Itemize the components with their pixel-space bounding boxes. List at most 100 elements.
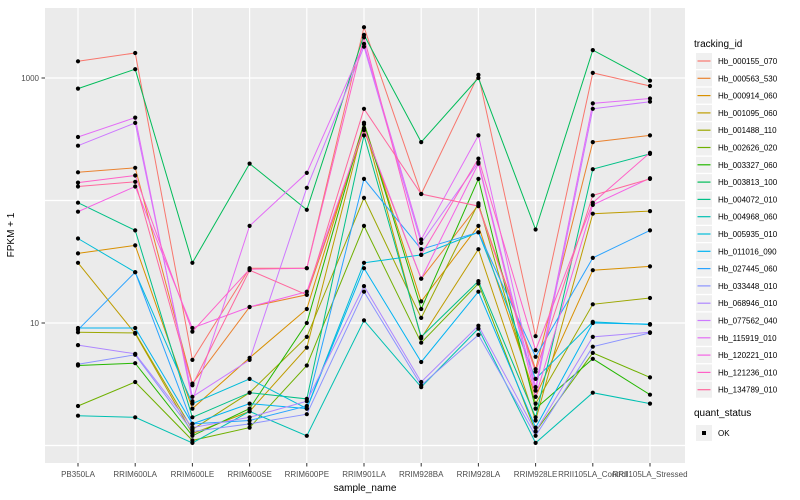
point-Hb_077562_040 (590, 106, 595, 111)
x-tick-label: RRIM928LA (457, 470, 501, 479)
point-Hb_121236_010 (647, 150, 653, 155)
point-Hb_011016_090 (361, 266, 367, 271)
point-Hb_000155_070 (190, 357, 195, 362)
legend-label-Hb_000914_060: Hb_000914_060 (718, 92, 778, 101)
point-Hb_115919_010 (419, 237, 424, 242)
x-tick-label: RRIM600LE (171, 470, 215, 479)
legend-label-Hb_001488_110: Hb_001488_110 (718, 126, 777, 135)
point-Hb_002626_020 (304, 363, 309, 368)
point-Hb_027445_060 (476, 230, 481, 235)
point-Hb_000155_070 (75, 59, 81, 64)
point-Hb_001488_110 (419, 315, 424, 320)
point-Hb_115919_010 (133, 115, 138, 120)
point-Hb_121236_010 (419, 252, 424, 257)
point-Hb_027445_060 (647, 228, 653, 233)
point-Hb_003813_100 (590, 48, 595, 53)
point-Hb_027445_060 (419, 247, 424, 252)
point-Hb_120221_010 (476, 161, 481, 166)
point-Hb_068946_010 (419, 379, 424, 385)
point-Hb_004072_010 (476, 279, 481, 284)
point-Hb_000563_530 (133, 165, 138, 170)
point-Hb_068946_010 (647, 330, 653, 335)
point-Hb_001095_060 (476, 247, 481, 252)
point-Hb_115919_010 (590, 101, 595, 106)
point-Hb_134789_010 (590, 193, 595, 198)
point-Hb_002626_020 (590, 350, 595, 355)
y-tick-label: 1000 (21, 74, 39, 83)
axis-ticks (41, 77, 651, 467)
point-Hb_134789_010 (476, 204, 481, 209)
point-Hb_011016_090 (533, 425, 538, 430)
point-Hb_120221_010 (304, 289, 309, 294)
point-Hb_004072_010 (361, 133, 367, 138)
point-Hb_033448_010 (304, 412, 309, 417)
quant-status-point-icon (702, 431, 706, 435)
point-Hb_002626_020 (361, 223, 367, 228)
point-Hb_004072_010 (247, 390, 252, 395)
legend-label-Hb_027445_060: Hb_027445_060 (718, 265, 778, 274)
x-tick-label: RRII105LA_Stressed (612, 470, 687, 479)
point-Hb_115919_010 (247, 223, 252, 228)
legend-quant-status-entry: OK (696, 425, 730, 441)
point-Hb_003813_100 (190, 260, 195, 265)
point-Hb_027445_060 (304, 403, 309, 409)
point-Hb_027445_060 (590, 255, 595, 260)
legend-label-Hb_121236_010: Hb_121236_010 (718, 368, 778, 377)
point-Hb_001095_060 (590, 211, 595, 216)
point-Hb_134789_010 (133, 179, 138, 184)
point-Hb_068946_010 (133, 351, 138, 356)
point-Hb_120221_010 (190, 325, 195, 331)
legend-label-Hb_077562_040: Hb_077562_040 (718, 317, 778, 326)
plot-panel (45, 8, 685, 463)
legend-label-Hb_033448_010: Hb_033448_010 (718, 282, 778, 291)
point-Hb_115919_010 (75, 134, 81, 140)
point-Hb_033448_010 (75, 362, 81, 367)
point-Hb_005935_010 (533, 376, 538, 381)
point-Hb_068946_010 (75, 343, 81, 348)
point-Hb_068946_010 (190, 425, 195, 430)
point-Hb_002626_020 (75, 403, 81, 409)
point-Hb_121236_010 (590, 200, 595, 205)
point-Hb_068946_010 (533, 429, 538, 434)
point-Hb_134789_010 (304, 292, 309, 297)
point-Hb_033448_010 (190, 429, 195, 434)
point-Hb_003327_060 (647, 392, 653, 397)
point-Hb_068946_010 (476, 323, 481, 328)
point-Hb_134789_010 (361, 106, 367, 111)
point-Hb_000914_060 (419, 299, 424, 304)
point-Hb_003327_060 (133, 361, 138, 366)
point-Hb_000155_070 (590, 70, 595, 75)
point-Hb_003813_100 (304, 207, 309, 212)
legend-label-Hb_000563_530: Hb_000563_530 (718, 74, 778, 83)
legend-quant-status-title: quant_status (694, 408, 751, 419)
point-Hb_027445_060 (190, 421, 195, 426)
point-Hb_003813_100 (419, 140, 424, 145)
point-Hb_004072_010 (590, 167, 595, 172)
point-Hb_001488_110 (476, 201, 481, 206)
point-Hb_115919_010 (361, 41, 367, 47)
point-Hb_000914_060 (133, 243, 138, 248)
x-tick-label: RRIM928LE (514, 470, 558, 479)
point-Hb_000155_070 (361, 25, 367, 30)
x-tick-label: PB350LA (61, 470, 95, 479)
point-Hb_134789_010 (75, 184, 81, 189)
point-Hb_002626_020 (419, 340, 424, 345)
point-Hb_120221_010 (133, 184, 138, 189)
point-Hb_003327_060 (419, 306, 424, 312)
x-tick-label: RRIM600SE (227, 470, 271, 479)
point-Hb_077562_040 (533, 388, 538, 393)
point-Hb_011016_090 (419, 359, 424, 365)
legend-label-Hb_004968_060: Hb_004968_060 (718, 213, 778, 222)
point-Hb_003327_060 (361, 120, 367, 125)
point-Hb_115919_010 (476, 133, 481, 138)
legend-label-Hb_120221_010: Hb_120221_010 (718, 351, 778, 360)
point-Hb_004072_010 (190, 415, 195, 420)
point-Hb_003813_100 (247, 161, 252, 166)
legend-label-Hb_000155_070: Hb_000155_070 (718, 57, 778, 66)
point-Hb_120221_010 (533, 394, 538, 399)
point-Hb_115919_010 (533, 385, 538, 390)
point-Hb_115919_010 (190, 399, 195, 404)
point-Hb_120221_010 (419, 276, 424, 281)
point-Hb_121236_010 (190, 329, 195, 334)
